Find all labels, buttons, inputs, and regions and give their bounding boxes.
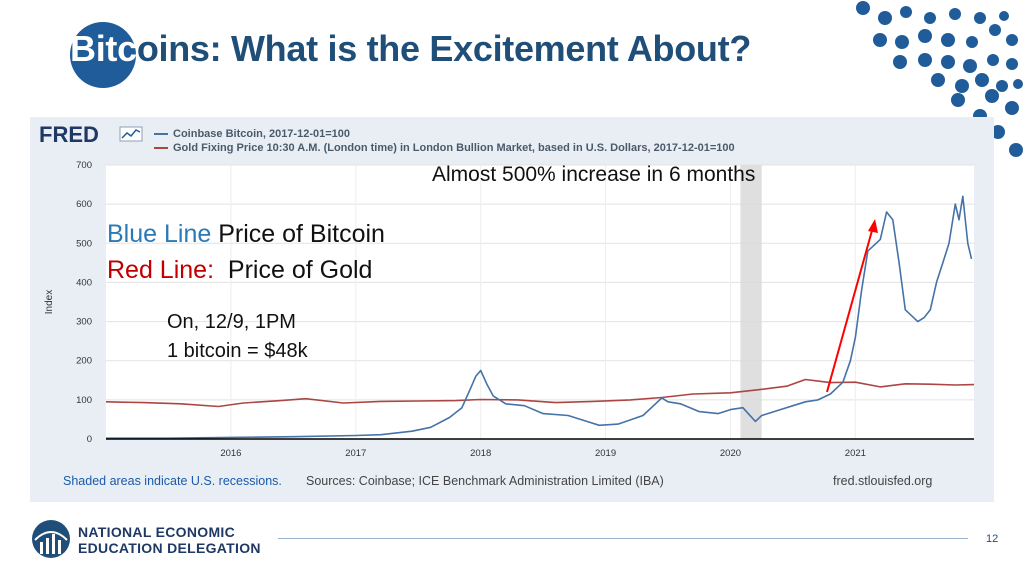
- org-name: NATIONAL ECONOMIC EDUCATION DELEGATION: [78, 524, 261, 556]
- legend-bitcoin-label: Coinbase Bitcoin, 2017-12-01=100: [173, 128, 350, 140]
- y-tick-label: 100: [76, 395, 92, 406]
- need-logo-icon: [32, 520, 70, 558]
- chart-sources: Sources: Coinbase; ICE Benchmark Adminis…: [306, 474, 664, 488]
- y-tick-label: 400: [76, 277, 92, 288]
- org-name-line2: EDUCATION DELEGATION: [78, 540, 261, 556]
- slide-title-part1: Bitc: [70, 28, 137, 69]
- grid-lines: [106, 164, 974, 439]
- series-bitcoin-line: [106, 195, 973, 440]
- y-axis-label: Index: [44, 290, 55, 314]
- series-gold-line: [105, 378, 975, 408]
- legend-note-blue-key: Blue Line: [107, 220, 212, 248]
- increase-arrow: [826, 219, 878, 393]
- legend-note-red: Red Line: Price of Gold: [107, 252, 385, 288]
- y-tick-label: 0: [87, 434, 92, 445]
- x-tick-labels: 2016 2017 2018 2019 2020 2021: [220, 448, 866, 459]
- annotation-increase: Almost 500% increase in 6 months: [432, 163, 756, 186]
- x-tick-label: 2019: [595, 448, 616, 459]
- slide-title: Bitcoins: What is the Excitement About?: [70, 28, 751, 70]
- chart-recession-note: Shaded areas indicate U.S. recessions.: [63, 474, 282, 488]
- x-tick-label: 2017: [345, 448, 366, 459]
- org-name-line1: NATIONAL ECONOMIC: [78, 524, 236, 540]
- y-tick-labels: 0 100 200 300 400 500 600 700: [76, 160, 92, 445]
- footer-divider: [278, 538, 968, 539]
- decorative-dots: [856, 1, 1023, 157]
- y-tick-label: 200: [76, 356, 92, 367]
- legend-gold-label: Gold Fixing Price 10:30 A.M. (London tim…: [173, 142, 735, 154]
- recession-shading: [740, 165, 762, 439]
- price-note: On, 12/9, 1PM 1 bitcoin = $48k: [167, 308, 308, 366]
- recession-band: [740, 165, 762, 439]
- fred-chart: FRED Coinbase Bitcoin, 2017-12-01=100 Go…: [39, 122, 975, 488]
- series-lines: [105, 195, 975, 440]
- title-circle-accent: [70, 22, 136, 88]
- x-tick-label: 2021: [845, 448, 866, 459]
- legend-note-blue-text: Price of Bitcoin: [211, 220, 385, 248]
- legend-note-red-text: Price of Gold: [214, 256, 373, 284]
- fred-logo: FRED: [39, 122, 99, 147]
- plot-area: [106, 165, 974, 439]
- x-tick-label: 2018: [470, 448, 491, 459]
- y-tick-label: 700: [76, 160, 92, 171]
- chart-fred-url: fred.stlouisfed.org: [833, 474, 932, 488]
- legend-note-red-key: Red Line:: [107, 256, 215, 284]
- slide-title-part2: oins: What is the Excitement About?: [136, 28, 752, 69]
- x-tick-label: 2016: [220, 448, 241, 459]
- y-tick-label: 600: [76, 199, 92, 210]
- page-number: 12: [986, 533, 999, 545]
- fred-logo-graph-icon: [119, 126, 143, 142]
- price-note-line1: On, 12/9, 1PM: [167, 311, 296, 333]
- y-tick-label: 300: [76, 317, 92, 328]
- legend-note: Blue Line Price of Bitcoin Red Line: Pri…: [107, 216, 385, 288]
- x-tick-label: 2020: [720, 448, 741, 459]
- legend-note-blue: Blue Line Price of Bitcoin: [107, 216, 385, 252]
- y-tick-label: 500: [76, 238, 92, 249]
- price-note-line2: 1 bitcoin = $48k: [167, 340, 308, 362]
